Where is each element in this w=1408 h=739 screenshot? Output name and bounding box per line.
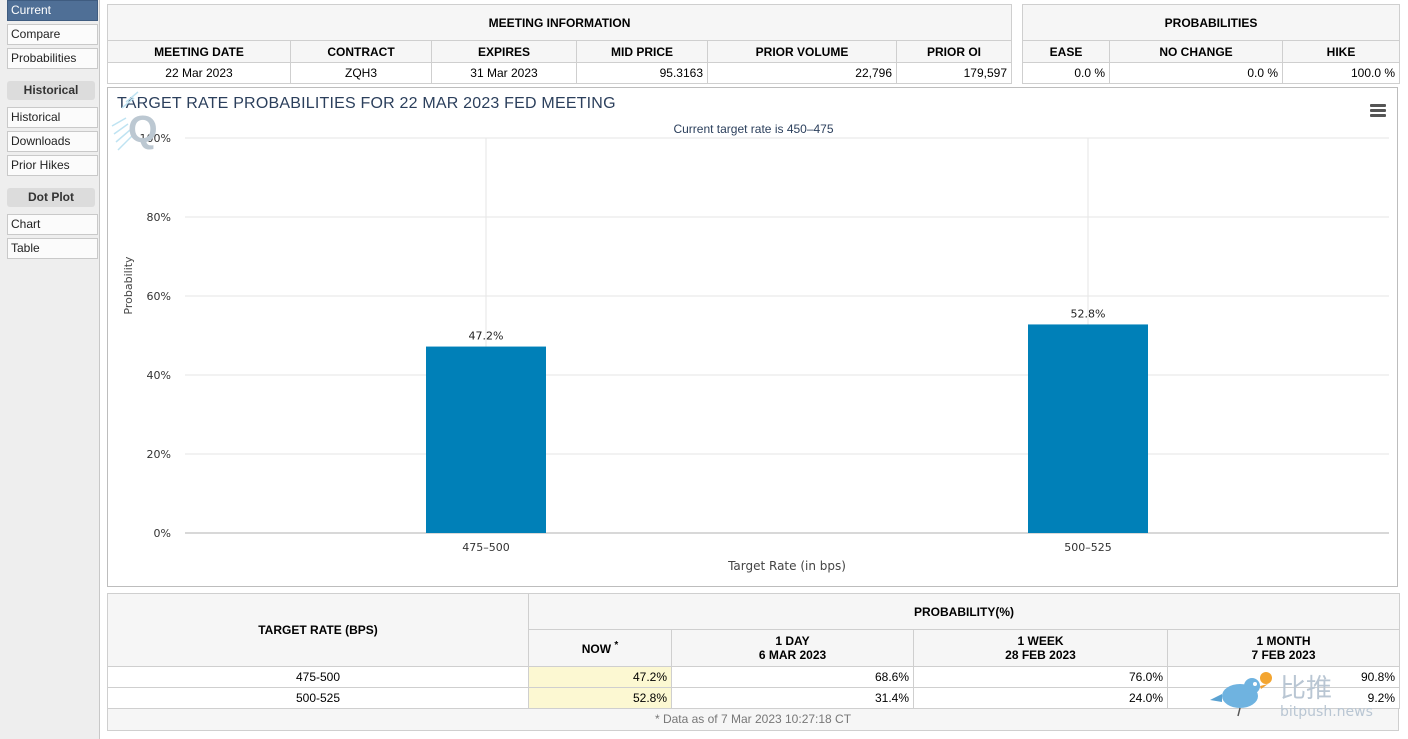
column-header: EXPIRES: [431, 40, 577, 63]
bar: [426, 346, 546, 533]
bar-data-label: 52.8%: [1071, 307, 1106, 320]
watermark: 比推 bitpush.news: [1208, 668, 1398, 724]
nav-current[interactable]: Current: [7, 0, 98, 21]
expires-value: 31 Mar 2023: [431, 62, 577, 84]
table-row: 475-500 47.2% 68.6% 76.0% 90.8%: [107, 666, 1400, 688]
y-axis-title: Probability: [122, 256, 135, 315]
prior-volume-value: 22,796: [707, 62, 897, 84]
column-header: PRIOR VOLUME: [707, 40, 897, 63]
y-tick-label: 60%: [147, 290, 171, 303]
y-tick-label: 40%: [147, 369, 171, 382]
table-row: 500-525 52.8% 31.4% 24.0% 9.2%: [107, 687, 1400, 709]
one-day-header: 1 DAY 6 MAR 2023: [671, 629, 914, 667]
q-logo-icon: Q: [111, 91, 158, 151]
meeting-date-value: 22 Mar 2023: [107, 62, 291, 84]
column-header: MEETING DATE: [107, 40, 291, 63]
column-header: HIKE: [1281, 40, 1401, 63]
nav-historical[interactable]: Historical: [7, 107, 98, 128]
ease-value: 0.0 %: [1022, 62, 1110, 84]
one-week-cell: 76.0%: [913, 666, 1168, 688]
column-header: PRIOR OI: [896, 40, 1012, 63]
watermark-text: 比推: [1280, 674, 1333, 704]
x-tick-label: 500–525: [1064, 541, 1112, 554]
now-footnote-mark: *: [614, 640, 619, 651]
y-tick-label: 80%: [147, 211, 171, 224]
nav-table[interactable]: Table: [7, 238, 98, 259]
meeting-information-heading: MEETING INFORMATION: [107, 4, 1012, 41]
chart-title: TARGET RATE PROBABILITIES FOR 22 MAR 202…: [117, 95, 616, 112]
nav-heading-historical: Historical: [7, 81, 95, 100]
hamburger-menu-icon[interactable]: [1370, 104, 1386, 117]
y-tick-label: 0%: [154, 527, 171, 540]
nav-heading-dot-plot: Dot Plot: [7, 188, 95, 207]
target-rate-header: TARGET RATE (BPS): [107, 593, 529, 667]
nav-probabilities[interactable]: Probabilities: [7, 48, 98, 69]
one-day-cell: 68.6%: [671, 666, 914, 688]
one-day-cell: 31.4%: [671, 687, 914, 709]
rate-cell: 475-500: [107, 666, 529, 688]
contract-value: ZQH3: [290, 62, 432, 84]
nav-downloads[interactable]: Downloads: [7, 131, 98, 152]
watermark-subtext: bitpush.news: [1280, 704, 1373, 720]
y-tick-label: 20%: [147, 448, 171, 461]
bird-logo-icon: [1210, 672, 1272, 717]
no-change-value: 0.0 %: [1109, 62, 1283, 84]
probabilities-heading: PROBABILITIES: [1021, 4, 1401, 41]
column-header: MID PRICE: [576, 40, 708, 63]
now-cell: 47.2%: [528, 666, 672, 688]
y-tick-label: 100%: [140, 132, 171, 145]
one-month-header: 1 MONTH 7 FEB 2023: [1167, 629, 1400, 667]
column-header: EASE: [1022, 40, 1110, 63]
chart-panel: 0% 20% 40% 60% 80% 100% 47.2% 475–500 52.8% 500–5…: [107, 87, 1398, 587]
probability-header: PROBABILITY(%): [528, 593, 1400, 630]
meeting-information-table: MEETING INFORMATION MEETING DATE CONTRAC…: [107, 4, 1012, 84]
data-timestamp-footnote: * Data as of 7 Mar 2023 10:27:18 CT: [107, 709, 1399, 731]
x-tick-label: 475–500: [462, 541, 510, 554]
one-week-header: 1 WEEK 28 FEB 2023: [913, 629, 1168, 667]
chart-subtitle: Current target rate is 450–475: [673, 122, 834, 136]
column-header: CONTRACT: [290, 40, 432, 63]
hike-value: 100.0 %: [1281, 62, 1401, 84]
bar-chart: 0% 20% 40% 60% 80% 100% 47.2% 475–500 52.8% 500–5…: [122, 132, 1389, 573]
nav-compare[interactable]: Compare: [7, 24, 98, 45]
prior-oi-value: 179,597: [896, 62, 1012, 84]
bar-data-label: 47.2%: [469, 330, 504, 343]
one-week-cell: 24.0%: [913, 687, 1168, 709]
x-axis-title: Target Rate (in bps): [727, 559, 846, 573]
svg-text:Q: Q: [128, 109, 158, 151]
column-header: NO CHANGE: [1109, 40, 1283, 63]
target-rate-probability-table: TARGET RATE (BPS) PROBABILITY(%) NOW * 1…: [107, 593, 1400, 709]
now-cell: 52.8%: [528, 687, 672, 709]
probabilities-table: PROBABILITIES EASE NO CHANGE HIKE 0.0 % …: [1021, 4, 1401, 84]
nav-prior-hikes[interactable]: Prior Hikes: [7, 155, 98, 176]
rate-cell: 500-525: [107, 687, 529, 709]
bar: [1028, 324, 1148, 533]
now-header: NOW *: [528, 629, 672, 667]
nav-chart[interactable]: Chart: [7, 214, 98, 235]
mid-price-value: 95.3163: [576, 62, 708, 84]
sidebar: Current Compare Probabilities Historical…: [0, 0, 100, 739]
